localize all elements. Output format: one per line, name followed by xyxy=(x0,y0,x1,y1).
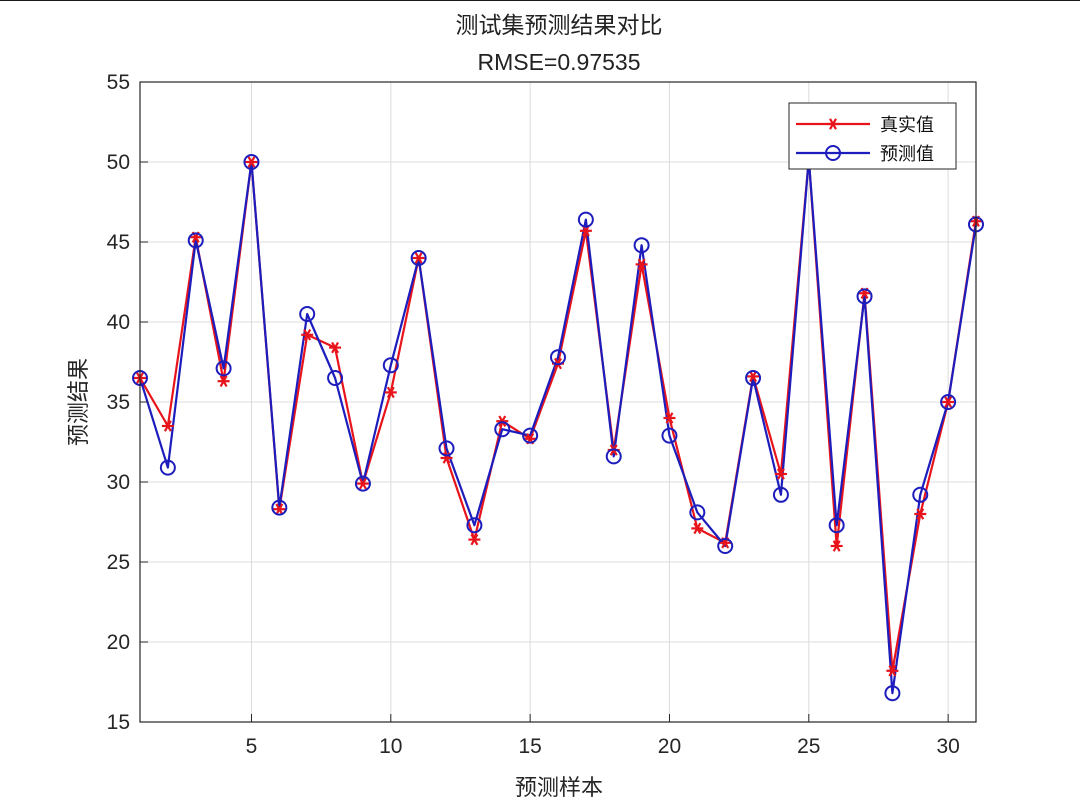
chart-title: 测试集预测结果对比 xyxy=(456,13,663,39)
y-tick-label: 40 xyxy=(107,311,130,334)
data-point-predicted xyxy=(382,357,399,374)
y-tick-label: 15 xyxy=(107,711,130,734)
y-tick-label: 50 xyxy=(107,151,130,174)
top-border-line xyxy=(0,0,1080,1)
data-point-predicted xyxy=(717,538,734,554)
data-point-true xyxy=(412,252,425,264)
data-point-predicted xyxy=(494,421,511,438)
chart-subtitle: RMSE=0.97535 xyxy=(477,49,640,75)
data-point-predicted xyxy=(354,475,371,492)
data-point-predicted xyxy=(299,306,316,322)
data-point-predicted xyxy=(633,237,650,254)
data-point-true xyxy=(914,508,927,520)
data-point-predicted xyxy=(772,486,789,503)
y-tick-label: 55 xyxy=(107,71,130,94)
data-point-true xyxy=(245,156,258,168)
y-tick-label: 25 xyxy=(107,551,130,574)
legend: 真实值 预测值 xyxy=(788,102,957,170)
legend-asterisk-mark xyxy=(827,118,839,130)
data-point-predicted xyxy=(940,394,957,410)
x-tick-label: 15 xyxy=(518,735,541,758)
data-point-true xyxy=(774,468,787,480)
legend-circle-icon xyxy=(825,145,841,161)
data-point-true xyxy=(356,477,369,490)
y-tick-label: 30 xyxy=(107,471,130,494)
data-point-true xyxy=(161,420,174,432)
data-point-predicted xyxy=(271,499,288,516)
data-point-predicted xyxy=(605,448,622,465)
x-tick-label: 10 xyxy=(379,735,402,758)
data-point-predicted xyxy=(550,349,566,366)
data-point-predicted xyxy=(243,154,260,170)
data-point-predicted xyxy=(577,211,594,228)
data-point-predicted xyxy=(856,288,873,305)
legend-label-true: 真实值 xyxy=(880,115,934,136)
data-point-predicted xyxy=(661,427,678,444)
data-point-predicted xyxy=(884,685,901,702)
data-point-true xyxy=(468,533,481,546)
x-tick-label: 25 xyxy=(797,735,820,758)
data-point-true xyxy=(384,386,397,399)
data-point-true xyxy=(747,370,760,383)
y-tick-label: 45 xyxy=(107,231,130,254)
data-point-true xyxy=(663,412,676,424)
x-tick-label: 20 xyxy=(658,735,681,758)
y-axis-label: 预测结果 xyxy=(67,358,92,446)
data-point-true xyxy=(830,540,843,552)
data-point-true xyxy=(886,665,899,677)
data-point-true xyxy=(301,329,314,341)
data-point-true xyxy=(635,258,648,271)
data-point-predicted xyxy=(187,232,204,249)
data-point-true xyxy=(691,522,704,535)
data-point-true xyxy=(942,396,955,408)
data-point-predicted xyxy=(410,250,427,266)
data-point-predicted xyxy=(522,427,539,444)
x-tick-label: 30 xyxy=(936,735,959,758)
data-point-predicted xyxy=(159,459,176,476)
y-tick-label: 20 xyxy=(107,631,130,654)
legend-label-pred: 预测值 xyxy=(880,144,934,165)
data-point-true xyxy=(217,375,230,387)
data-point-predicted xyxy=(327,370,344,386)
data-point-predicted xyxy=(828,517,845,534)
data-point-predicted xyxy=(215,360,232,377)
data-point-predicted xyxy=(466,517,483,534)
y-tick-label: 35 xyxy=(107,391,130,414)
legend-asterisk-icon xyxy=(827,118,839,130)
data-point-true xyxy=(329,341,342,354)
data-point-predicted xyxy=(689,504,706,521)
series-layer xyxy=(132,150,984,702)
legend-box xyxy=(788,102,957,170)
data-point-predicted xyxy=(912,486,929,503)
data-point-predicted xyxy=(438,440,455,457)
x-tick-label: 5 xyxy=(246,735,258,758)
data-point-predicted xyxy=(745,370,762,386)
data-point-true xyxy=(273,503,286,515)
x-axis-label: 预测样本 xyxy=(515,776,603,801)
